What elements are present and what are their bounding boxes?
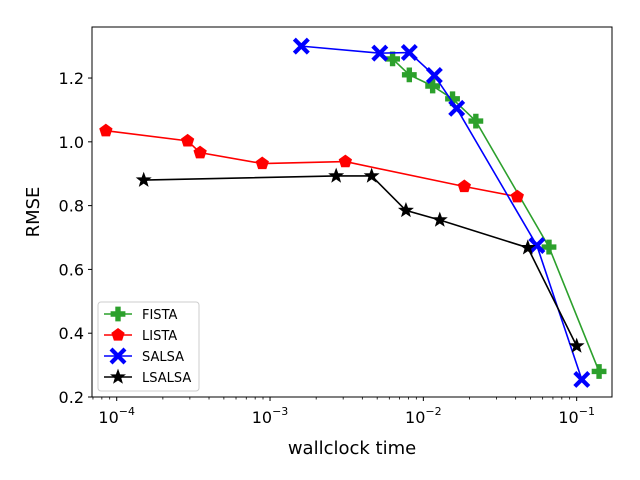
legend-frame — [97, 301, 200, 392]
data-point-fista — [468, 113, 484, 129]
data-point-salsa — [448, 99, 466, 117]
x-tick-label: 10−4 — [98, 405, 135, 427]
data-point-lista — [510, 189, 524, 203]
y-tick-label: 0.8 — [59, 197, 84, 216]
data-point-fista — [401, 67, 417, 83]
series-line-lista — [105, 129, 518, 198]
data-point-fista — [425, 78, 441, 94]
y-tick-label: 1.0 — [59, 133, 84, 152]
legend-marker-lista — [111, 328, 125, 341]
legend-marker-lsalsa — [110, 368, 126, 384]
legend-marker-salsa — [109, 347, 127, 365]
x-tick-label: 10−1 — [558, 405, 595, 427]
y-axis: 0.2 0.4 0.6 0.8 1.0 1.2 — [59, 69, 92, 407]
x-axis: 10−4 10−3 10−2 10−1 — [92, 397, 595, 427]
data-point-lista — [193, 145, 207, 159]
data-point-lista — [457, 179, 471, 193]
series-layer — [99, 37, 607, 388]
data-point-lsalsa — [397, 202, 414, 218]
legend-items: FISTA LISTA SALSA LSALSA — [104, 306, 191, 386]
series-line-salsa — [301, 45, 583, 380]
data-point-salsa — [528, 237, 546, 254]
data-point-fista — [541, 239, 557, 255]
data-point-lista — [180, 133, 195, 147]
legend: FISTA LISTA SALSA LSALSA — [97, 301, 200, 392]
data-point-salsa — [400, 44, 418, 61]
data-point-salsa — [371, 44, 389, 62]
legend-item-lista: LISTA — [104, 328, 177, 344]
y-tick-label: 0.6 — [59, 260, 84, 279]
data-point-lsalsa — [363, 167, 380, 183]
legend-label-fista: FISTA — [142, 308, 177, 323]
x-tick-label: 10−2 — [405, 405, 442, 427]
x-axis-label: wallclock time — [288, 438, 416, 459]
data-point-fista — [591, 364, 607, 379]
legend-label-salsa: SALSA — [142, 350, 184, 365]
data-point-salsa — [425, 67, 443, 84]
legend-label-lista: LISTA — [142, 329, 177, 344]
legend-item-lsalsa: LSALSA — [104, 368, 191, 386]
data-point-lsalsa — [519, 239, 536, 255]
y-axis-label: RMSE — [23, 187, 44, 238]
data-point-lsalsa — [328, 167, 345, 183]
data-point-salsa — [573, 370, 591, 388]
data-point-lsalsa — [568, 337, 585, 353]
series-lsalsa — [135, 167, 585, 353]
y-tick-label: 0.4 — [59, 324, 84, 343]
data-point-lsalsa — [431, 211, 448, 227]
y-tick-label: 1.2 — [59, 69, 84, 88]
legend-label-lsalsa: LSALSA — [142, 371, 191, 386]
y-tick-label: 0.2 — [59, 388, 84, 407]
data-point-lista — [255, 156, 269, 170]
data-point-salsa — [292, 37, 310, 55]
x-tick-label: 10−3 — [252, 405, 289, 427]
data-point-lista — [99, 123, 113, 137]
legend-item-fista: FISTA — [104, 306, 177, 323]
data-point-lista — [338, 154, 353, 168]
legend-item-salsa: SALSA — [104, 347, 184, 365]
plot-frame — [91, 26, 613, 398]
data-point-lsalsa — [135, 171, 152, 187]
series-salsa — [292, 37, 591, 388]
legend-marker-fista — [110, 306, 126, 322]
series-fista — [385, 51, 607, 379]
series-lista — [99, 123, 524, 203]
